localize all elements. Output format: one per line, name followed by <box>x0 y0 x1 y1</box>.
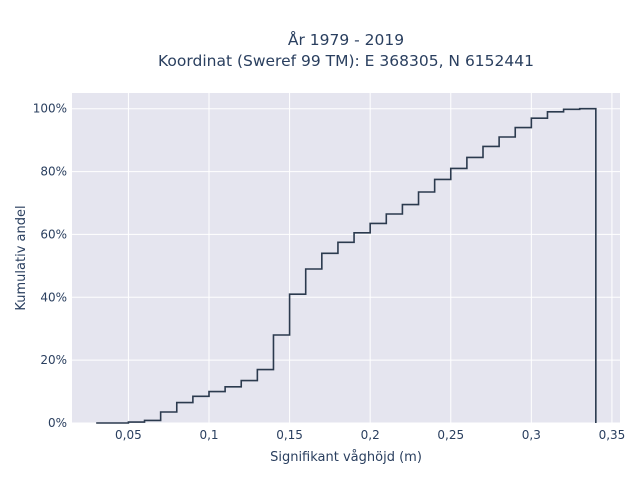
plot-area <box>72 93 620 423</box>
chart-title: År 1979 - 2019 Koordinat (Sweref 99 TM):… <box>158 30 534 70</box>
y-tick-label: 20% <box>40 353 67 367</box>
x-tick-label: 0,1 <box>199 428 218 442</box>
y-tick-label: 100% <box>33 102 67 116</box>
x-tick-label: 0,05 <box>115 428 142 442</box>
x-tick-label: 0,3 <box>522 428 541 442</box>
x-tick-label: 0,2 <box>361 428 380 442</box>
y-tick-label: 80% <box>40 165 67 179</box>
series-layer <box>96 107 597 424</box>
x-axis-title: Signifikant våghöjd (m) <box>270 450 422 465</box>
x-tick-label: 0,25 <box>437 428 464 442</box>
x-axis-ticks: 0,05 0,1 0,15 0,2 0,25 0,3 0,35 <box>115 428 625 442</box>
y-tick-label: 60% <box>40 227 67 241</box>
y-axis-title: Kumulativ andel <box>14 205 29 310</box>
y-tick-label: 40% <box>40 290 67 304</box>
chart-title-line-1: År 1979 - 2019 <box>288 30 404 49</box>
x-tick-label: 0,35 <box>599 428 626 442</box>
chart-title-line-2: Koordinat (Sweref 99 TM): E 368305, N 61… <box>158 52 534 70</box>
x-tick-label: 0,15 <box>276 428 303 442</box>
gridlines <box>72 93 620 424</box>
y-tick-label: 0% <box>48 416 67 430</box>
y-axis-ticks: 0% 20% 40% 60% 80% 100% <box>33 102 67 430</box>
